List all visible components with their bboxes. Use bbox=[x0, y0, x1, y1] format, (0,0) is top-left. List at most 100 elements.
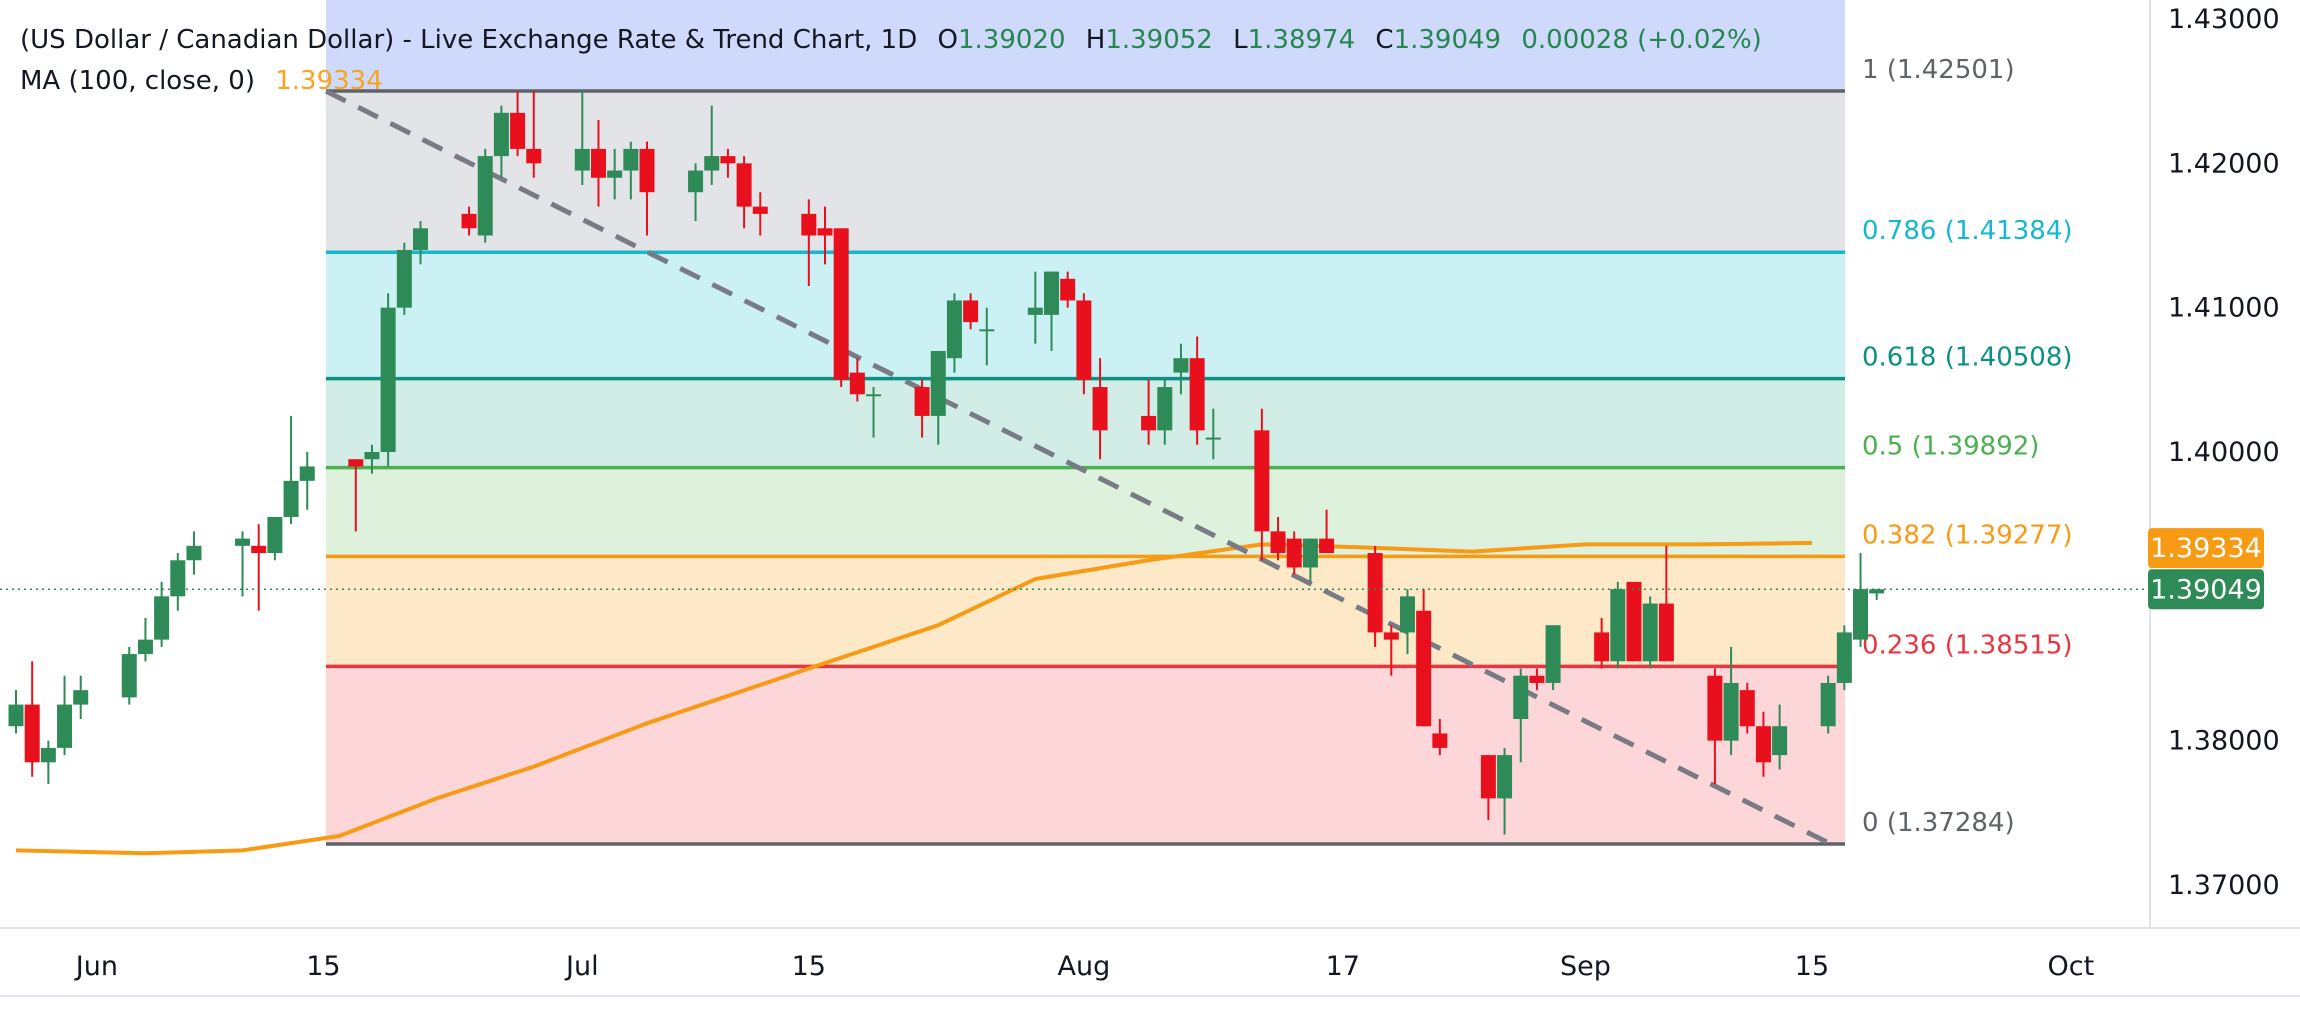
fib-zone-1 bbox=[326, 91, 1845, 253]
candle bbox=[170, 553, 186, 611]
candle-body bbox=[1286, 538, 1302, 568]
candle-body bbox=[979, 329, 995, 332]
fib-zone-0-5 bbox=[326, 467, 1845, 557]
candle-body bbox=[57, 704, 73, 748]
candle-body bbox=[1820, 682, 1836, 727]
candle bbox=[57, 675, 73, 756]
candles bbox=[8, 91, 1885, 835]
ma-value: 1.39334 bbox=[275, 66, 383, 96]
candle bbox=[817, 206, 833, 265]
candle bbox=[849, 358, 865, 402]
fib-label-1: 1 (1.42501) bbox=[1862, 55, 2015, 85]
candle bbox=[930, 350, 946, 445]
moving-average bbox=[15, 540, 1813, 856]
close-label: C bbox=[1375, 25, 1394, 55]
candle-body bbox=[186, 545, 202, 561]
candle-body bbox=[1399, 596, 1415, 633]
candle bbox=[154, 581, 170, 647]
candle bbox=[348, 459, 364, 532]
candle-body bbox=[1497, 755, 1513, 799]
legend-row-2: MA (100, close, 0) 1.39334 bbox=[20, 61, 1762, 102]
grid bbox=[0, 0, 2300, 997]
candle-body bbox=[1480, 755, 1496, 799]
candle bbox=[510, 91, 526, 157]
candle bbox=[1076, 293, 1092, 395]
candle bbox=[979, 307, 995, 366]
candle-body bbox=[267, 516, 283, 554]
low-value: 1.38974 bbox=[1247, 25, 1356, 55]
candle bbox=[1480, 755, 1496, 821]
candle-body bbox=[1270, 531, 1286, 554]
candle-body bbox=[121, 654, 137, 698]
candle bbox=[574, 91, 590, 185]
fib-label-0-382: 0.382 (1.39277) bbox=[1862, 520, 2073, 550]
time-tick-label: 15 bbox=[1795, 951, 1829, 982]
candle bbox=[235, 531, 251, 597]
high-value: 1.39052 bbox=[1105, 25, 1213, 55]
candle bbox=[1205, 408, 1221, 460]
candle bbox=[1270, 516, 1286, 561]
candle-body bbox=[590, 148, 606, 178]
fib-label-0-5: 0.5 (1.39892) bbox=[1862, 432, 2039, 462]
candle-body bbox=[914, 387, 930, 416]
candle bbox=[607, 148, 623, 200]
candle-body bbox=[1254, 430, 1270, 532]
candle-body bbox=[251, 545, 267, 554]
candle bbox=[364, 444, 380, 474]
time-tick-label: Jul bbox=[564, 951, 599, 982]
fib-label-0-786: 0.786 (1.41384) bbox=[1862, 216, 2073, 246]
candle-body bbox=[1545, 625, 1561, 683]
candle-body bbox=[1383, 632, 1399, 640]
fib-labels: 1 (1.42501) 0.786 (1.41384) 0.618 (1.40508… bbox=[1862, 55, 2073, 838]
candle-body bbox=[752, 206, 768, 214]
price-badge-bg bbox=[2148, 569, 2264, 610]
candle bbox=[24, 661, 40, 777]
fib-label-0: 0 (1.37284) bbox=[1862, 808, 2015, 838]
price-badge: 1.39334 bbox=[2148, 528, 2264, 569]
candle-body bbox=[1723, 682, 1739, 741]
candle-body bbox=[170, 560, 186, 597]
candle-body bbox=[137, 639, 153, 655]
candle-body bbox=[413, 228, 428, 250]
candle-body bbox=[639, 148, 655, 193]
time-tick-label: Oct bbox=[2048, 951, 2095, 982]
candle-body bbox=[623, 148, 639, 171]
price-axis[interactable]: 1.43000 1.42000 1.41000 1.40000 1.38000 1.370… bbox=[2148, 4, 2280, 901]
candle-body bbox=[1772, 726, 1788, 756]
candle bbox=[914, 379, 930, 438]
candle-body bbox=[1189, 358, 1205, 431]
candle-body bbox=[1416, 610, 1432, 727]
candle-body bbox=[1432, 733, 1448, 748]
price-tick-label: 1.38000 bbox=[2168, 726, 2280, 757]
fib-zone-0-236 bbox=[326, 666, 1845, 845]
candle bbox=[251, 524, 267, 611]
fib-zone-extension bbox=[326, 0, 1845, 92]
candle bbox=[1432, 719, 1448, 756]
candle-body bbox=[396, 249, 412, 308]
candle bbox=[1060, 271, 1076, 308]
candle-body bbox=[1157, 387, 1173, 431]
candle bbox=[704, 105, 720, 185]
candle-body bbox=[235, 538, 251, 546]
candle bbox=[1092, 358, 1108, 460]
candle-body bbox=[946, 300, 962, 359]
candle bbox=[1739, 682, 1755, 734]
candle-body bbox=[1594, 632, 1610, 662]
candle bbox=[1853, 553, 1869, 647]
candle-body bbox=[1060, 278, 1076, 301]
candle bbox=[1319, 509, 1335, 554]
candle-body bbox=[1513, 675, 1529, 720]
candle bbox=[1820, 675, 1836, 734]
time-axis[interactable]: Jun 15 Jul 15 Aug 17 Sep 15 Oct bbox=[74, 951, 2094, 982]
candle bbox=[720, 148, 736, 178]
trendline bbox=[324, 88, 1834, 847]
price-badge-label: 1.39049 bbox=[2150, 574, 2262, 605]
candle-body bbox=[477, 156, 493, 236]
low-label: L bbox=[1233, 25, 1248, 55]
candle bbox=[396, 242, 412, 315]
candle-body bbox=[1707, 675, 1723, 741]
legend-row-1: (US Dollar / Canadian Dollar) - Live Exc… bbox=[20, 20, 1762, 61]
candle bbox=[1545, 625, 1561, 691]
open-label: O bbox=[937, 25, 958, 55]
candle bbox=[1610, 581, 1626, 669]
